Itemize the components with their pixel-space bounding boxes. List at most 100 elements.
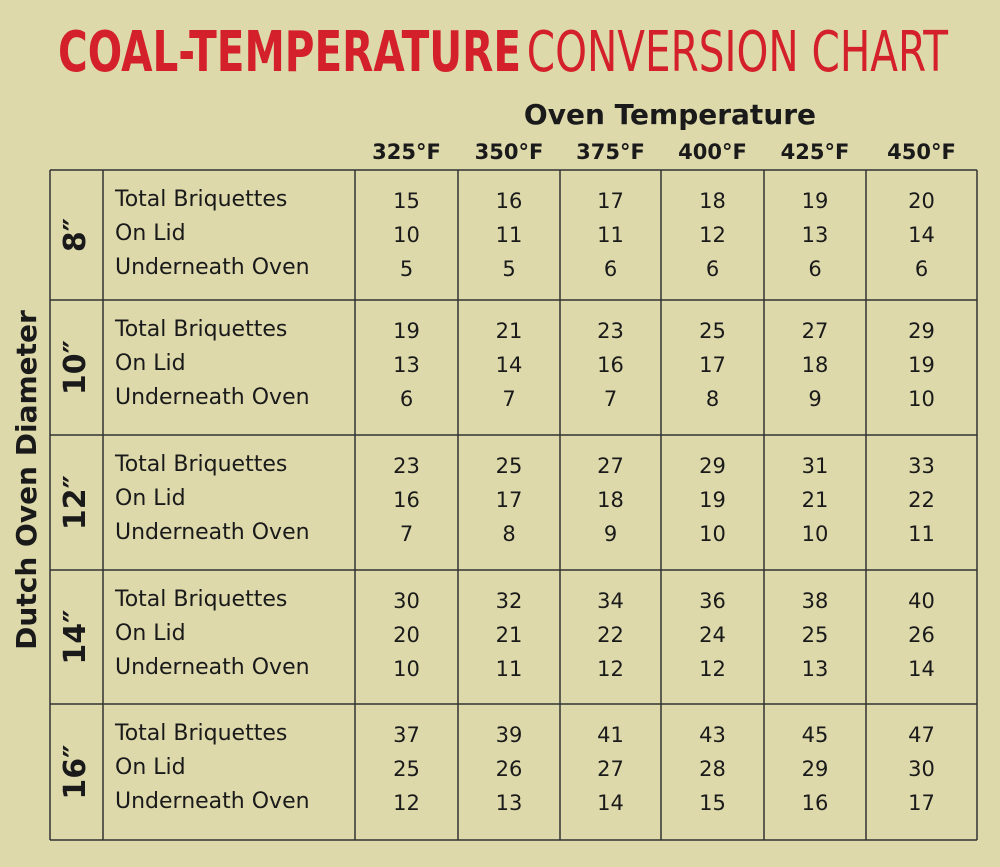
cell-value: 13	[393, 353, 420, 377]
cell-value: 13	[802, 657, 829, 681]
cell-value: 14	[597, 791, 624, 815]
table: 325°F 350°F 375°F 400°F 425°F 450°F 8″ Total Br…	[49, 140, 978, 841]
cell-value: 11	[908, 522, 935, 546]
cell-value: 17	[496, 488, 523, 512]
cell-value: 6	[915, 257, 928, 281]
cell-value: 10	[393, 657, 420, 681]
cell-value: 28	[699, 757, 726, 781]
cell-value: 27	[597, 454, 624, 478]
cell-value: 9	[808, 387, 821, 411]
cell-value: 16	[393, 488, 420, 512]
cell-value: 25	[699, 319, 726, 343]
column-header: 450°F	[887, 140, 956, 164]
cell-value: 21	[802, 488, 829, 512]
cell-value: 12	[597, 657, 624, 681]
cell-value: 18	[699, 189, 726, 213]
cell-value: 5	[400, 257, 413, 281]
cell-value: 6	[604, 257, 617, 281]
cell-value: 23	[393, 454, 420, 478]
cell-value: 26	[496, 757, 523, 781]
cell-value: 15	[699, 791, 726, 815]
cell-value: 5	[502, 257, 515, 281]
cell-value: 16	[496, 189, 523, 213]
row-title: Dutch Oven Diameter	[10, 310, 43, 650]
cell-value: 18	[597, 488, 624, 512]
cell-value: 13	[802, 223, 829, 247]
row-label: Underneath Oven	[115, 255, 310, 280]
cell-value: 19	[802, 189, 829, 213]
row-label: Total Briquettes	[114, 452, 287, 477]
cell-value: 21	[496, 319, 523, 343]
cell-value: 27	[802, 319, 829, 343]
cell-value: 29	[802, 757, 829, 781]
cell-value: 11	[496, 223, 523, 247]
title: COAL-TEMPERATURECONVERSION CHART	[58, 20, 949, 85]
cell-value: 17	[597, 189, 624, 213]
cell-value: 40	[908, 589, 935, 613]
cell-value: 17	[699, 353, 726, 377]
row-label: Underneath Oven	[115, 655, 310, 680]
size-label: 10″	[58, 340, 93, 395]
title-light: CONVERSION CHART	[527, 20, 949, 85]
cell-value: 20	[908, 189, 935, 213]
cell-value: 43	[699, 723, 726, 747]
cell-value: 8	[706, 387, 719, 411]
cell-value: 19	[908, 353, 935, 377]
cell-value: 25	[496, 454, 523, 478]
row-label: Total Briquettes	[114, 317, 287, 342]
cell-value: 21	[496, 623, 523, 647]
cell-value: 10	[393, 223, 420, 247]
cell-value: 33	[908, 454, 935, 478]
cell-value: 27	[597, 757, 624, 781]
cell-value: 11	[496, 657, 523, 681]
row-label: Underneath Oven	[115, 385, 310, 410]
cell-value: 9	[604, 522, 617, 546]
row-label: On Lid	[115, 621, 186, 646]
cell-value: 20	[393, 623, 420, 647]
cell-value: 8	[502, 522, 515, 546]
column-header: 425°F	[781, 140, 850, 164]
cell-value: 38	[802, 589, 829, 613]
cell-value: 14	[496, 353, 523, 377]
column-title: Oven Temperature	[524, 98, 816, 131]
cell-value: 7	[400, 522, 413, 546]
size-label: 8″	[58, 218, 93, 252]
cell-value: 47	[908, 723, 935, 747]
cell-value: 10	[908, 387, 935, 411]
cell-value: 29	[908, 319, 935, 343]
cell-value: 18	[802, 353, 829, 377]
row-label: On Lid	[115, 755, 186, 780]
cell-value: 37	[393, 723, 420, 747]
cell-value: 12	[699, 223, 726, 247]
title-bold: COAL-TEMPERATURE	[58, 20, 521, 85]
row-label: Total Briquettes	[114, 587, 287, 612]
row-label: Underneath Oven	[115, 520, 310, 545]
cell-value: 36	[699, 589, 726, 613]
column-header: 325°F	[372, 140, 441, 164]
cell-value: 15	[393, 189, 420, 213]
cell-value: 24	[699, 623, 726, 647]
cell-value: 25	[802, 623, 829, 647]
cell-value: 12	[699, 657, 726, 681]
cell-value: 25	[393, 757, 420, 781]
cell-value: 41	[597, 723, 624, 747]
cell-value: 16	[802, 791, 829, 815]
cell-value: 14	[908, 657, 935, 681]
row-label: On Lid	[115, 221, 186, 246]
cell-value: 17	[908, 791, 935, 815]
cell-value: 16	[597, 353, 624, 377]
cell-value: 45	[802, 723, 829, 747]
row-label: On Lid	[115, 351, 186, 376]
cell-value: 22	[597, 623, 624, 647]
size-label: 12″	[58, 475, 93, 530]
cell-value: 13	[496, 791, 523, 815]
row-label: Total Briquettes	[114, 187, 287, 212]
cell-value: 6	[400, 387, 413, 411]
row-label: On Lid	[115, 486, 186, 511]
cell-value: 11	[597, 223, 624, 247]
cell-value: 19	[699, 488, 726, 512]
cell-value: 22	[908, 488, 935, 512]
cell-value: 14	[908, 223, 935, 247]
